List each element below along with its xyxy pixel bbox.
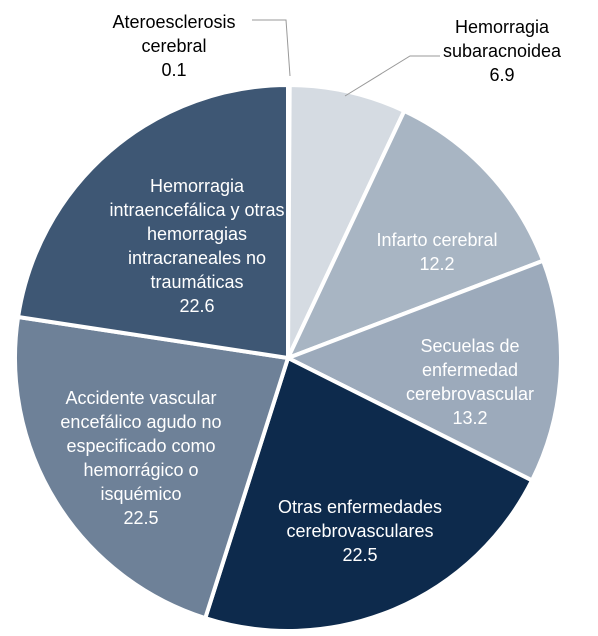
value-label: 22.5 bbox=[342, 545, 378, 565]
category-label: Hemorragia subaracnoidea bbox=[442, 17, 562, 61]
slice-label: Hemorragia subaracnoidea 6.9 bbox=[422, 15, 582, 87]
pie-slice bbox=[286, 82, 407, 359]
value-label: 22.5 bbox=[123, 508, 159, 528]
pie-slice bbox=[13, 314, 291, 621]
value-label: 0.1 bbox=[161, 60, 187, 80]
category-label: Accidente vascular encefálico agudo no e… bbox=[60, 388, 222, 504]
pie-slice bbox=[15, 82, 290, 361]
pie-slice bbox=[202, 355, 535, 633]
slice-label: Infarto cerebral 12.2 bbox=[347, 228, 527, 276]
value-label: 13.2 bbox=[452, 408, 488, 428]
slice-label: Otras enfermedades cerebrovasculares 22.5 bbox=[240, 495, 480, 567]
leader-line bbox=[252, 19, 291, 77]
category-label: Secuelas de enfermedad cerebrovascular bbox=[405, 336, 535, 404]
category-label: Infarto cerebral bbox=[376, 230, 498, 250]
value-label: 12.2 bbox=[419, 254, 455, 274]
slice-label: Accidente vascular encefálico agudo no e… bbox=[54, 386, 229, 530]
category-label: Hemorragia intraencefálica y otras hemor… bbox=[109, 176, 285, 292]
value-label: 22.6 bbox=[179, 296, 215, 316]
category-label: Otras enfermedades cerebrovasculares bbox=[277, 497, 443, 541]
pie-slice bbox=[284, 108, 546, 362]
slice-label: Hemorragia intraencefálica y otras hemor… bbox=[97, 174, 297, 318]
value-label: 6.9 bbox=[489, 65, 515, 85]
leader-line bbox=[344, 55, 440, 97]
pie-slice bbox=[283, 258, 563, 484]
slice-label: Ateroesclerosis cerebral 0.1 bbox=[84, 10, 264, 82]
category-label: Ateroesclerosis cerebral bbox=[112, 12, 236, 56]
slice-label: Secuelas de enfermedad cerebrovascular 13… bbox=[385, 334, 555, 430]
